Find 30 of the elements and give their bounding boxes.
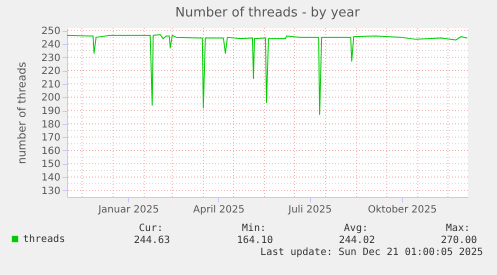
text: Max: (446, 223, 470, 234)
text: Avg: (344, 223, 368, 234)
text: Min: (242, 223, 266, 234)
y-tick-label: 140 (41, 172, 60, 184)
x-tick-label: April 2025 (193, 204, 245, 216)
y-tick-label: 150 (41, 159, 60, 170)
chart-title: Number of threads - by year (175, 6, 360, 21)
x-tick-label: Juli 2025 (287, 204, 332, 216)
text: 270.00 (440, 235, 477, 246)
y-tick-label: 250 (41, 26, 60, 38)
legend-label: threads (23, 234, 66, 245)
y-tick-label: 170 (41, 132, 60, 144)
text: Last update: Sun Dec 21 01:00:05 2025 (260, 247, 483, 258)
y-tick-label: 160 (41, 146, 60, 157)
y-axis-title: number of threads (15, 62, 28, 164)
x-tick-label: Oktober 2025 (368, 204, 437, 216)
text: 164.10 (236, 235, 273, 246)
y-tick-label: 240 (41, 39, 60, 50)
y-tick-label: 180 (41, 119, 60, 130)
y-tick-label: 220 (41, 66, 60, 78)
text: Cur: (138, 223, 163, 234)
line-series (66, 34, 468, 115)
y-tick-label: 230 (41, 52, 60, 64)
x-tick-label: Januar 2025 (97, 204, 159, 216)
y-tick-label: 210 (41, 79, 60, 90)
text: 244.63 (134, 235, 170, 246)
y-tick-label: 200 (41, 92, 60, 104)
y-tick-label: 130 (41, 186, 60, 197)
text: 244.02 (338, 235, 375, 246)
y-tick-label: 190 (41, 106, 60, 118)
